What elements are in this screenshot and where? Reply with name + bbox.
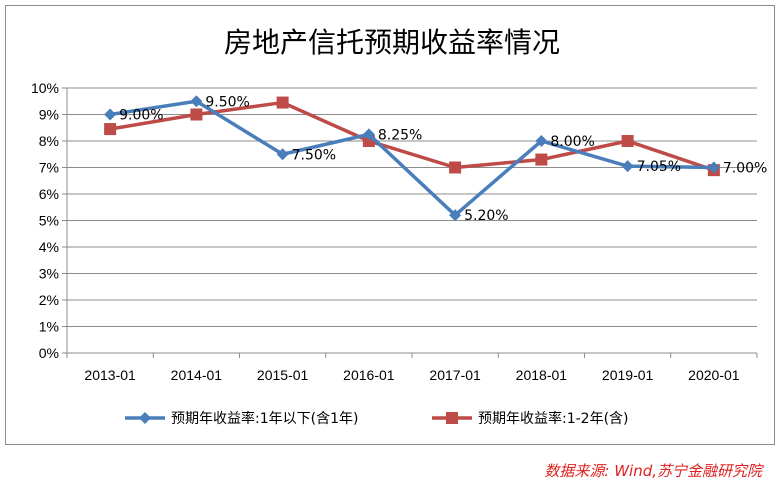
- y-tick-label: 10%: [31, 80, 59, 96]
- data-label: 9.50%: [205, 94, 249, 110]
- x-tick-label: 2017-01: [429, 367, 481, 383]
- data-label: 7.50%: [292, 147, 336, 163]
- series-1-point: [276, 148, 289, 161]
- y-tick-label: 1%: [39, 319, 59, 335]
- series-2-point: [621, 135, 634, 147]
- data-label: 5.20%: [464, 208, 508, 224]
- data-label: 9.00%: [119, 108, 163, 124]
- data-label: 8.00%: [550, 134, 594, 150]
- series-1-point: [621, 160, 634, 173]
- legend-label: 预期年收益率:1年以下(含1年): [171, 410, 358, 427]
- series-1-point: [707, 161, 720, 174]
- y-tick-label: 4%: [39, 239, 59, 255]
- series-1-point: [362, 128, 375, 141]
- x-tick-label: 2014-01: [171, 367, 223, 383]
- series-1-point: [190, 95, 203, 108]
- series: [104, 95, 720, 222]
- x-tick-label: 2020-01: [688, 367, 740, 383]
- axes: 0% 1% 2% 3% 4% 5% 6% 7% 8% 9% 10% 2013-01 2014-01 201…: [31, 80, 758, 383]
- series-1-point: [449, 209, 462, 222]
- y-tick-label: 6%: [39, 186, 59, 202]
- series-line-2: [109, 100, 715, 172]
- data-label: 7.05%: [637, 159, 681, 175]
- series-2-point: [104, 123, 117, 136]
- legend-marker: [446, 412, 458, 424]
- y-tick-label: 5%: [39, 213, 59, 229]
- series-2-point: [190, 108, 203, 121]
- data-labels: 9.00% 9.50% 7.50% 8.25% 5.20% 8.00% 7.05% 7.00%: [119, 94, 767, 224]
- x-tick-label: 2018-01: [516, 367, 568, 383]
- y-tick-label: 3%: [39, 266, 59, 282]
- x-tick-label: 2019-01: [602, 367, 654, 383]
- series-line-1: [109, 99, 714, 217]
- y-tick-label: 0%: [39, 345, 59, 361]
- y-tick-label: 8%: [39, 133, 59, 149]
- series-1-point: [535, 135, 548, 147]
- chart-title: 房地产信托预期收益率情况: [224, 26, 560, 59]
- series-2-point: [449, 161, 462, 174]
- series-2-point: [276, 96, 289, 109]
- chart-frame: [5, 5, 775, 445]
- series-2-point: [535, 153, 548, 166]
- source-note: 数据来源: Wind,苏宁金融研究院: [544, 462, 762, 480]
- x-tick-label: 2015-01: [257, 367, 309, 383]
- legend-label: 预期年收益率:1-2年(含): [478, 410, 629, 427]
- x-tick-label: 2016-01: [343, 367, 395, 383]
- legend-marker: [139, 412, 151, 424]
- data-label: 8.25%: [378, 127, 422, 143]
- series-1-point: [104, 108, 117, 121]
- y-tick-label: 9%: [39, 107, 59, 123]
- data-label: 7.00%: [723, 161, 767, 177]
- grid: [67, 87, 757, 354]
- legend: 预期年收益率:1年以下(含1年) 预期年收益率:1-2年(含): [125, 410, 629, 427]
- y-tick-label: 2%: [39, 292, 59, 308]
- y-tick-label: 7%: [39, 160, 59, 176]
- x-tick-label: 2013-01: [84, 367, 136, 383]
